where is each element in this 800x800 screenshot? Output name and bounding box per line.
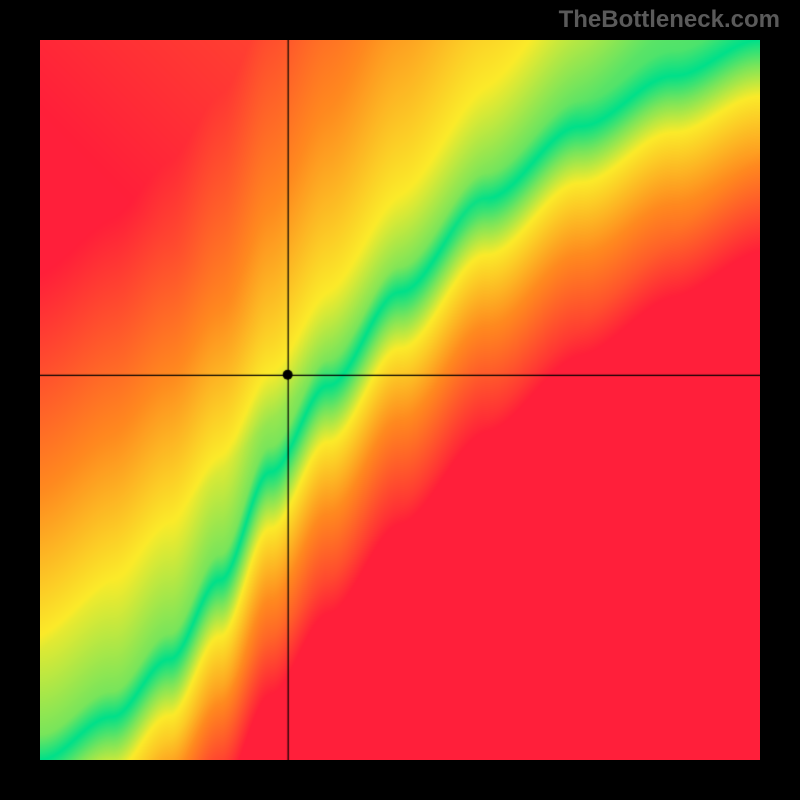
bottleneck-heatmap-canvas (40, 40, 760, 760)
plot-area (40, 40, 760, 760)
watermark-text: TheBottleneck.com (559, 6, 780, 34)
figure-container: TheBottleneck.com (0, 0, 800, 800)
